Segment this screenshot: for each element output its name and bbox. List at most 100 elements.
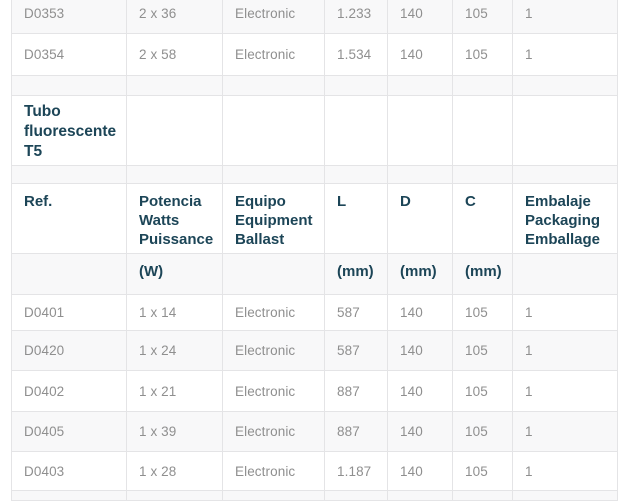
empty-cell [452, 165, 513, 184]
table-row: D0405 1 x 39 Electronic 887 140 105 1 [11, 411, 618, 452]
col-header-l: L [324, 183, 388, 254]
col-header-ballast: Equipo Equipment Ballast [222, 183, 325, 254]
cell-pack: 1 [512, 330, 618, 371]
cell-pack: 1 [512, 370, 618, 412]
cell-ref: D0403 [11, 451, 127, 491]
cell-c: 105 [452, 33, 513, 76]
cell-d: 140 [387, 370, 453, 412]
empty-cell [126, 95, 223, 166]
cell-d: 140 [387, 33, 453, 76]
cell-l: 887 [324, 411, 388, 452]
cell-watts: 2 x 36 [126, 0, 223, 34]
section-title: Tubo fluorescente T5 [11, 95, 127, 166]
empty-cell [512, 253, 618, 295]
empty-cell [222, 253, 325, 295]
cell-ref: D0401 [11, 294, 127, 331]
empty-cell [324, 165, 388, 184]
empty-cell [11, 165, 127, 184]
cell-ballast: Electronic [222, 330, 325, 371]
cell-d: 140 [387, 411, 453, 452]
cell-c: 105 [452, 451, 513, 491]
table-row: D0353 2 x 36 Electronic 1.233 140 105 1 [11, 0, 618, 34]
partial-next-row [11, 490, 618, 501]
unit-c: (mm) [452, 253, 513, 295]
empty-cell [324, 75, 388, 96]
cell-l: 1.534 [324, 33, 388, 76]
empty-cell [452, 75, 513, 96]
cell-l: 887 [324, 370, 388, 412]
cell-d: 140 [387, 294, 453, 331]
cell-watts: 2 x 58 [126, 33, 223, 76]
empty-cell [512, 95, 618, 166]
col-header-ref: Ref. [11, 183, 127, 254]
cell-ballast: Electronic [222, 33, 325, 76]
cell-ballast: Electronic [222, 294, 325, 331]
cell-watts: 1 x 21 [126, 370, 223, 412]
table-row: D0401 1 x 14 Electronic 587 140 105 1 [11, 294, 618, 331]
cell-pack: 1 [512, 411, 618, 452]
cell-ref: D0402 [11, 370, 127, 412]
empty-cell [387, 165, 453, 184]
unit-d: (mm) [387, 253, 453, 295]
cell-l: 587 [324, 294, 388, 331]
cell-ballast: Electronic [222, 411, 325, 452]
cell-c: 105 [452, 411, 513, 452]
cell-pack: 1 [512, 33, 618, 76]
table-row: D0420 1 x 24 Electronic 587 140 105 1 [11, 330, 618, 371]
cell-watts: 1 x 39 [126, 411, 223, 452]
fluorescent-tube-spec-table: D0353 2 x 36 Electronic 1.233 140 105 1 … [11, 0, 618, 501]
empty-cell [387, 490, 453, 501]
cell-watts: 1 x 24 [126, 330, 223, 371]
cell-ballast: Electronic [222, 0, 325, 34]
empty-cell [324, 490, 388, 501]
empty-cell [11, 490, 127, 501]
empty-cell [324, 95, 388, 166]
col-header-pack: Embalaje Packaging Emballage [512, 183, 618, 254]
table-row: D0403 1 x 28 Electronic 1.187 140 105 1 [11, 451, 618, 491]
empty-cell [126, 75, 223, 96]
cell-pack: 1 [512, 294, 618, 331]
cell-d: 140 [387, 0, 453, 34]
empty-cell [512, 75, 618, 96]
table-row: D0354 2 x 58 Electronic 1.534 140 105 1 [11, 33, 618, 76]
empty-cell [452, 490, 513, 501]
empty-cell [222, 95, 325, 166]
empty-cell [126, 165, 223, 184]
cell-c: 105 [452, 330, 513, 371]
unit-l: (mm) [324, 253, 388, 295]
empty-cell [222, 165, 325, 184]
empty-cell [387, 95, 453, 166]
cell-ref: D0405 [11, 411, 127, 452]
cell-ref: D0420 [11, 330, 127, 371]
cell-ref: D0354 [11, 33, 127, 76]
spacer-row [11, 165, 618, 184]
empty-cell [11, 253, 127, 295]
col-header-c: C [452, 183, 513, 254]
empty-cell [452, 95, 513, 166]
spec-table-container: D0353 2 x 36 Electronic 1.233 140 105 1 … [11, 0, 618, 501]
cell-c: 105 [452, 0, 513, 34]
cell-watts: 1 x 28 [126, 451, 223, 491]
unit-watts: (W) [126, 253, 223, 295]
empty-cell [222, 75, 325, 96]
header-row: Ref. Potencia Watts Puissance Equipo Equ… [11, 183, 618, 254]
empty-cell [387, 75, 453, 96]
empty-cell [222, 490, 325, 501]
cell-c: 105 [452, 294, 513, 331]
cell-c: 105 [452, 370, 513, 412]
cell-d: 140 [387, 330, 453, 371]
units-row: (W) (mm) (mm) (mm) [11, 253, 618, 295]
cell-d: 140 [387, 451, 453, 491]
empty-cell [126, 490, 223, 501]
cell-watts: 1 x 14 [126, 294, 223, 331]
col-header-d: D [387, 183, 453, 254]
empty-cell [11, 75, 127, 96]
empty-cell [512, 165, 618, 184]
col-header-watts: Potencia Watts Puissance [126, 183, 223, 254]
cell-ballast: Electronic [222, 451, 325, 491]
spacer-row [11, 75, 618, 96]
empty-cell [512, 490, 618, 501]
cell-l: 1.233 [324, 0, 388, 34]
cell-l: 587 [324, 330, 388, 371]
cell-pack: 1 [512, 0, 618, 34]
